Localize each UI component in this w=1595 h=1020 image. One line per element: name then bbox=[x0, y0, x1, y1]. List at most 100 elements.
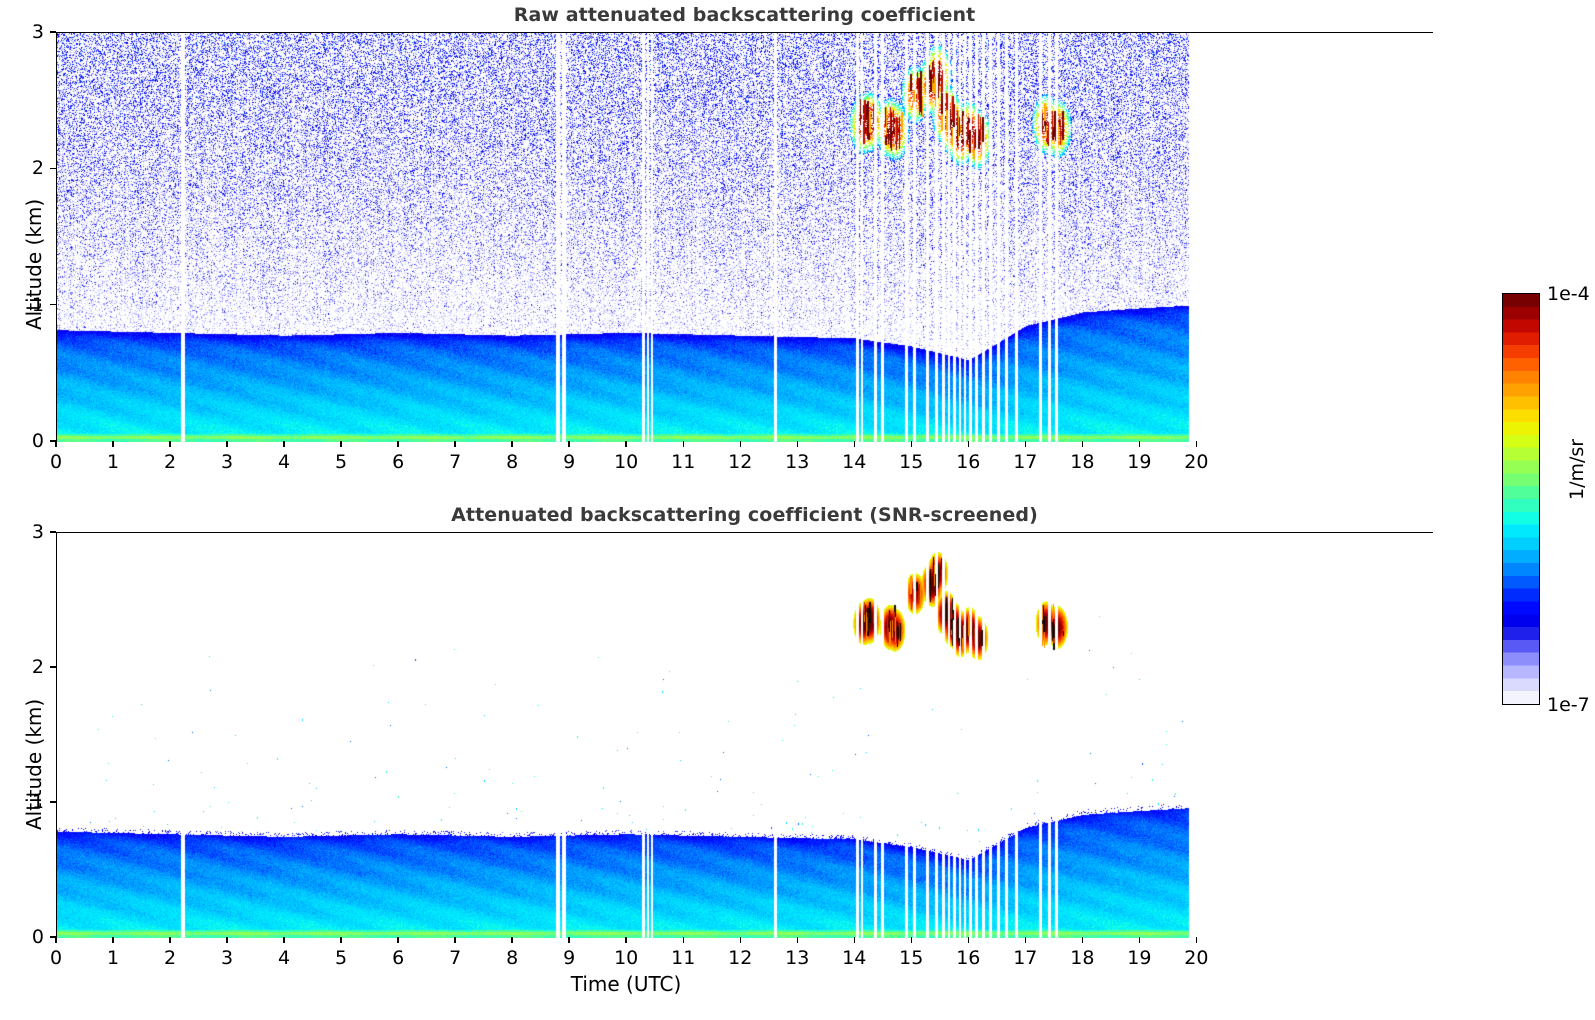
plot-axes-screened bbox=[56, 532, 1434, 938]
x-tick-label: 11 bbox=[671, 947, 696, 969]
x-tick bbox=[511, 441, 513, 447]
x-tick-label: 14 bbox=[842, 451, 867, 473]
y-tick bbox=[50, 31, 56, 33]
y-tick bbox=[50, 531, 56, 533]
x-tick-label: 4 bbox=[278, 451, 291, 473]
x-tick bbox=[1195, 937, 1198, 943]
x-tick bbox=[625, 441, 627, 447]
x-tick-label: 13 bbox=[785, 451, 810, 473]
y-tick-label: 1 bbox=[31, 791, 44, 813]
x-tick-label: 16 bbox=[956, 947, 981, 969]
x-tick bbox=[625, 937, 627, 943]
x-tick bbox=[283, 441, 285, 447]
x-tick-label: 17 bbox=[1013, 947, 1038, 969]
x-tick-label: 5 bbox=[335, 947, 348, 969]
x-tick-label: 10 bbox=[614, 451, 639, 473]
x-tick bbox=[1024, 937, 1026, 943]
x-tick-label: 9 bbox=[563, 451, 576, 473]
colorbar bbox=[1502, 293, 1540, 705]
x-tick bbox=[226, 937, 228, 943]
x-tick-label: 5 bbox=[335, 451, 348, 473]
heatmap-screened bbox=[57, 533, 1434, 938]
x-tick bbox=[1081, 441, 1084, 447]
panel-title-raw: Raw attenuated backscattering coefficien… bbox=[513, 4, 976, 26]
x-tick-label: 9 bbox=[563, 947, 576, 969]
x-tick-label: 11 bbox=[671, 451, 696, 473]
panel-title-screened: Attenuated backscattering coefficient (S… bbox=[451, 504, 1038, 526]
x-tick-label: 0 bbox=[49, 947, 63, 969]
x-tick bbox=[511, 937, 513, 943]
x-tick bbox=[568, 441, 570, 447]
x-tick bbox=[910, 441, 912, 447]
y-tick bbox=[50, 801, 56, 803]
y-tick-label: 3 bbox=[31, 521, 44, 543]
y-tick-label: 0 bbox=[31, 430, 44, 452]
x-tick bbox=[55, 441, 57, 447]
y-tick bbox=[50, 303, 56, 306]
x-tick bbox=[853, 937, 855, 943]
x-tick bbox=[112, 441, 114, 447]
x-tick-label: 1 bbox=[106, 451, 120, 473]
x-tick bbox=[568, 937, 570, 943]
x-tick-label: 7 bbox=[449, 947, 462, 969]
x-tick bbox=[283, 937, 285, 943]
x-tick bbox=[1081, 937, 1084, 943]
x-axis-label: Time (UTC) bbox=[570, 972, 682, 996]
x-tick bbox=[682, 441, 684, 447]
x-tick-label: 7 bbox=[449, 451, 462, 473]
x-tick-label: 20 bbox=[1184, 947, 1209, 969]
x-tick bbox=[967, 441, 969, 447]
x-tick-label: 13 bbox=[785, 947, 810, 969]
y-tick-label: 2 bbox=[31, 157, 44, 180]
x-tick-label: 18 bbox=[1070, 451, 1095, 473]
x-tick bbox=[910, 937, 912, 943]
x-tick bbox=[853, 441, 855, 447]
x-tick-label: 6 bbox=[392, 451, 405, 473]
x-tick-label: 2 bbox=[163, 947, 177, 969]
y-tick-label: 0 bbox=[31, 926, 44, 948]
x-tick-label: 8 bbox=[506, 451, 519, 473]
x-tick-label: 18 bbox=[1070, 947, 1095, 969]
x-tick-label: 8 bbox=[506, 947, 519, 969]
plot-axes-raw bbox=[56, 32, 1434, 442]
x-tick-label: 12 bbox=[728, 947, 753, 969]
x-tick-label: 0 bbox=[49, 451, 63, 473]
x-tick bbox=[1138, 937, 1141, 943]
colorbar-max-label: 1e-4 bbox=[1547, 283, 1590, 305]
y-tick bbox=[50, 440, 56, 442]
x-tick-label: 12 bbox=[728, 451, 753, 473]
colorbar-min-label: 1e-7 bbox=[1547, 694, 1590, 716]
x-tick bbox=[682, 937, 684, 943]
x-tick bbox=[340, 937, 342, 943]
x-tick bbox=[1138, 441, 1141, 447]
x-tick-label: 15 bbox=[899, 947, 924, 969]
x-tick-label: 6 bbox=[392, 947, 405, 969]
x-tick-label: 14 bbox=[842, 947, 867, 969]
x-tick-label: 4 bbox=[278, 947, 291, 969]
x-tick-label: 17 bbox=[1013, 451, 1038, 473]
x-tick bbox=[340, 441, 342, 447]
heatmap-raw bbox=[57, 33, 1434, 442]
x-tick bbox=[112, 937, 114, 943]
x-tick-label: 1 bbox=[106, 947, 120, 969]
x-tick-label: 3 bbox=[221, 451, 234, 473]
x-tick bbox=[796, 937, 798, 943]
x-tick bbox=[169, 441, 171, 447]
y-tick bbox=[50, 666, 56, 668]
x-tick bbox=[1024, 441, 1026, 447]
x-tick bbox=[454, 441, 456, 447]
x-tick bbox=[169, 937, 171, 943]
x-tick bbox=[739, 441, 741, 447]
x-tick-label: 15 bbox=[899, 451, 924, 473]
x-tick bbox=[397, 937, 399, 943]
x-tick bbox=[739, 937, 741, 943]
y-tick bbox=[50, 167, 56, 170]
y-tick-label: 3 bbox=[31, 21, 44, 43]
x-tick bbox=[796, 441, 798, 447]
x-tick bbox=[454, 937, 456, 943]
x-tick bbox=[397, 441, 399, 447]
colorbar-gradient bbox=[1502, 293, 1540, 705]
x-tick-label: 3 bbox=[221, 947, 234, 969]
y-tick-label: 1 bbox=[31, 293, 44, 316]
